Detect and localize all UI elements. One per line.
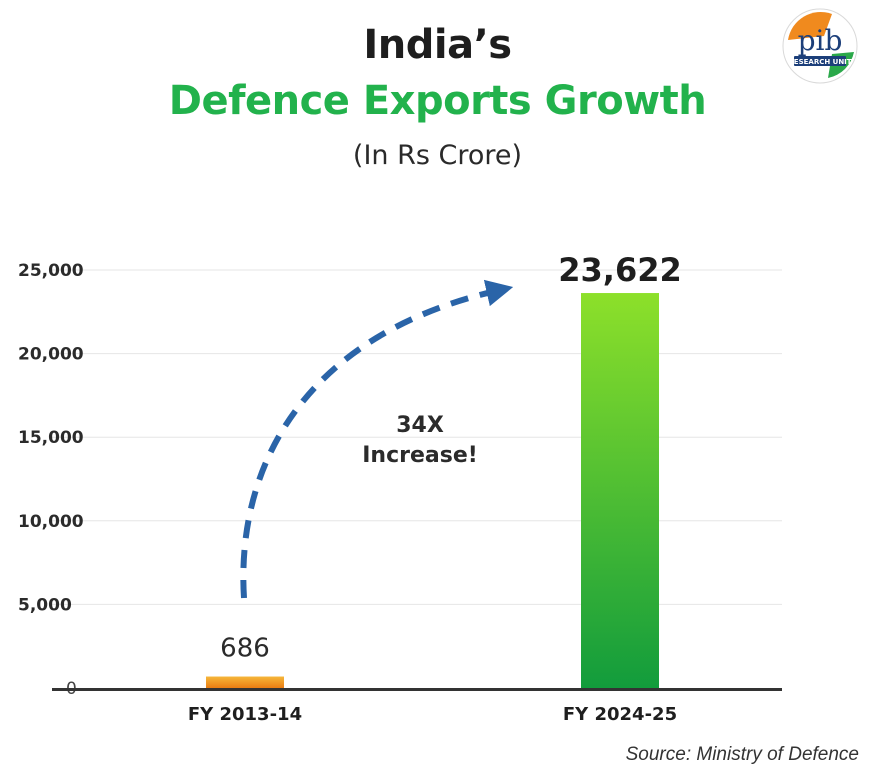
annotation-line1: 34X	[396, 413, 444, 438]
growth-arrow-icon	[240, 279, 514, 599]
data-label: 686	[220, 634, 270, 664]
grid-lines	[52, 269, 782, 605]
y-tick-label: 10,000	[18, 512, 84, 532]
y-tick-label: 15,000	[18, 428, 84, 448]
pib-logo-icon: pib RESEARCH UNIT	[782, 8, 858, 84]
chart-title-line1: India’s	[363, 22, 512, 68]
x-tick-label: FY 2013-14	[188, 704, 302, 725]
x-axis-ticks: FY 2013-14 FY 2024-25	[188, 704, 677, 725]
annotation-line2: Increase!	[362, 443, 478, 468]
logo-text: pib	[798, 24, 843, 57]
value-labels: 686 23,622	[220, 251, 682, 663]
logo-subtext: RESEARCH UNIT	[788, 58, 851, 66]
source-note: Source: Ministry of Defence	[625, 744, 859, 765]
y-tick-label: 5,000	[18, 595, 72, 615]
y-tick-label: 25,000	[18, 261, 84, 281]
x-tick-label: FY 2024-25	[563, 704, 677, 725]
bar	[581, 293, 659, 688]
chart-subtitle: (In Rs Crore)	[352, 140, 523, 171]
bars	[206, 293, 659, 688]
y-tick-label: 20,000	[18, 345, 84, 365]
bar	[206, 676, 284, 688]
data-label: 23,622	[558, 251, 681, 289]
chart-title-line2: Defence Exports Growth	[168, 78, 707, 124]
